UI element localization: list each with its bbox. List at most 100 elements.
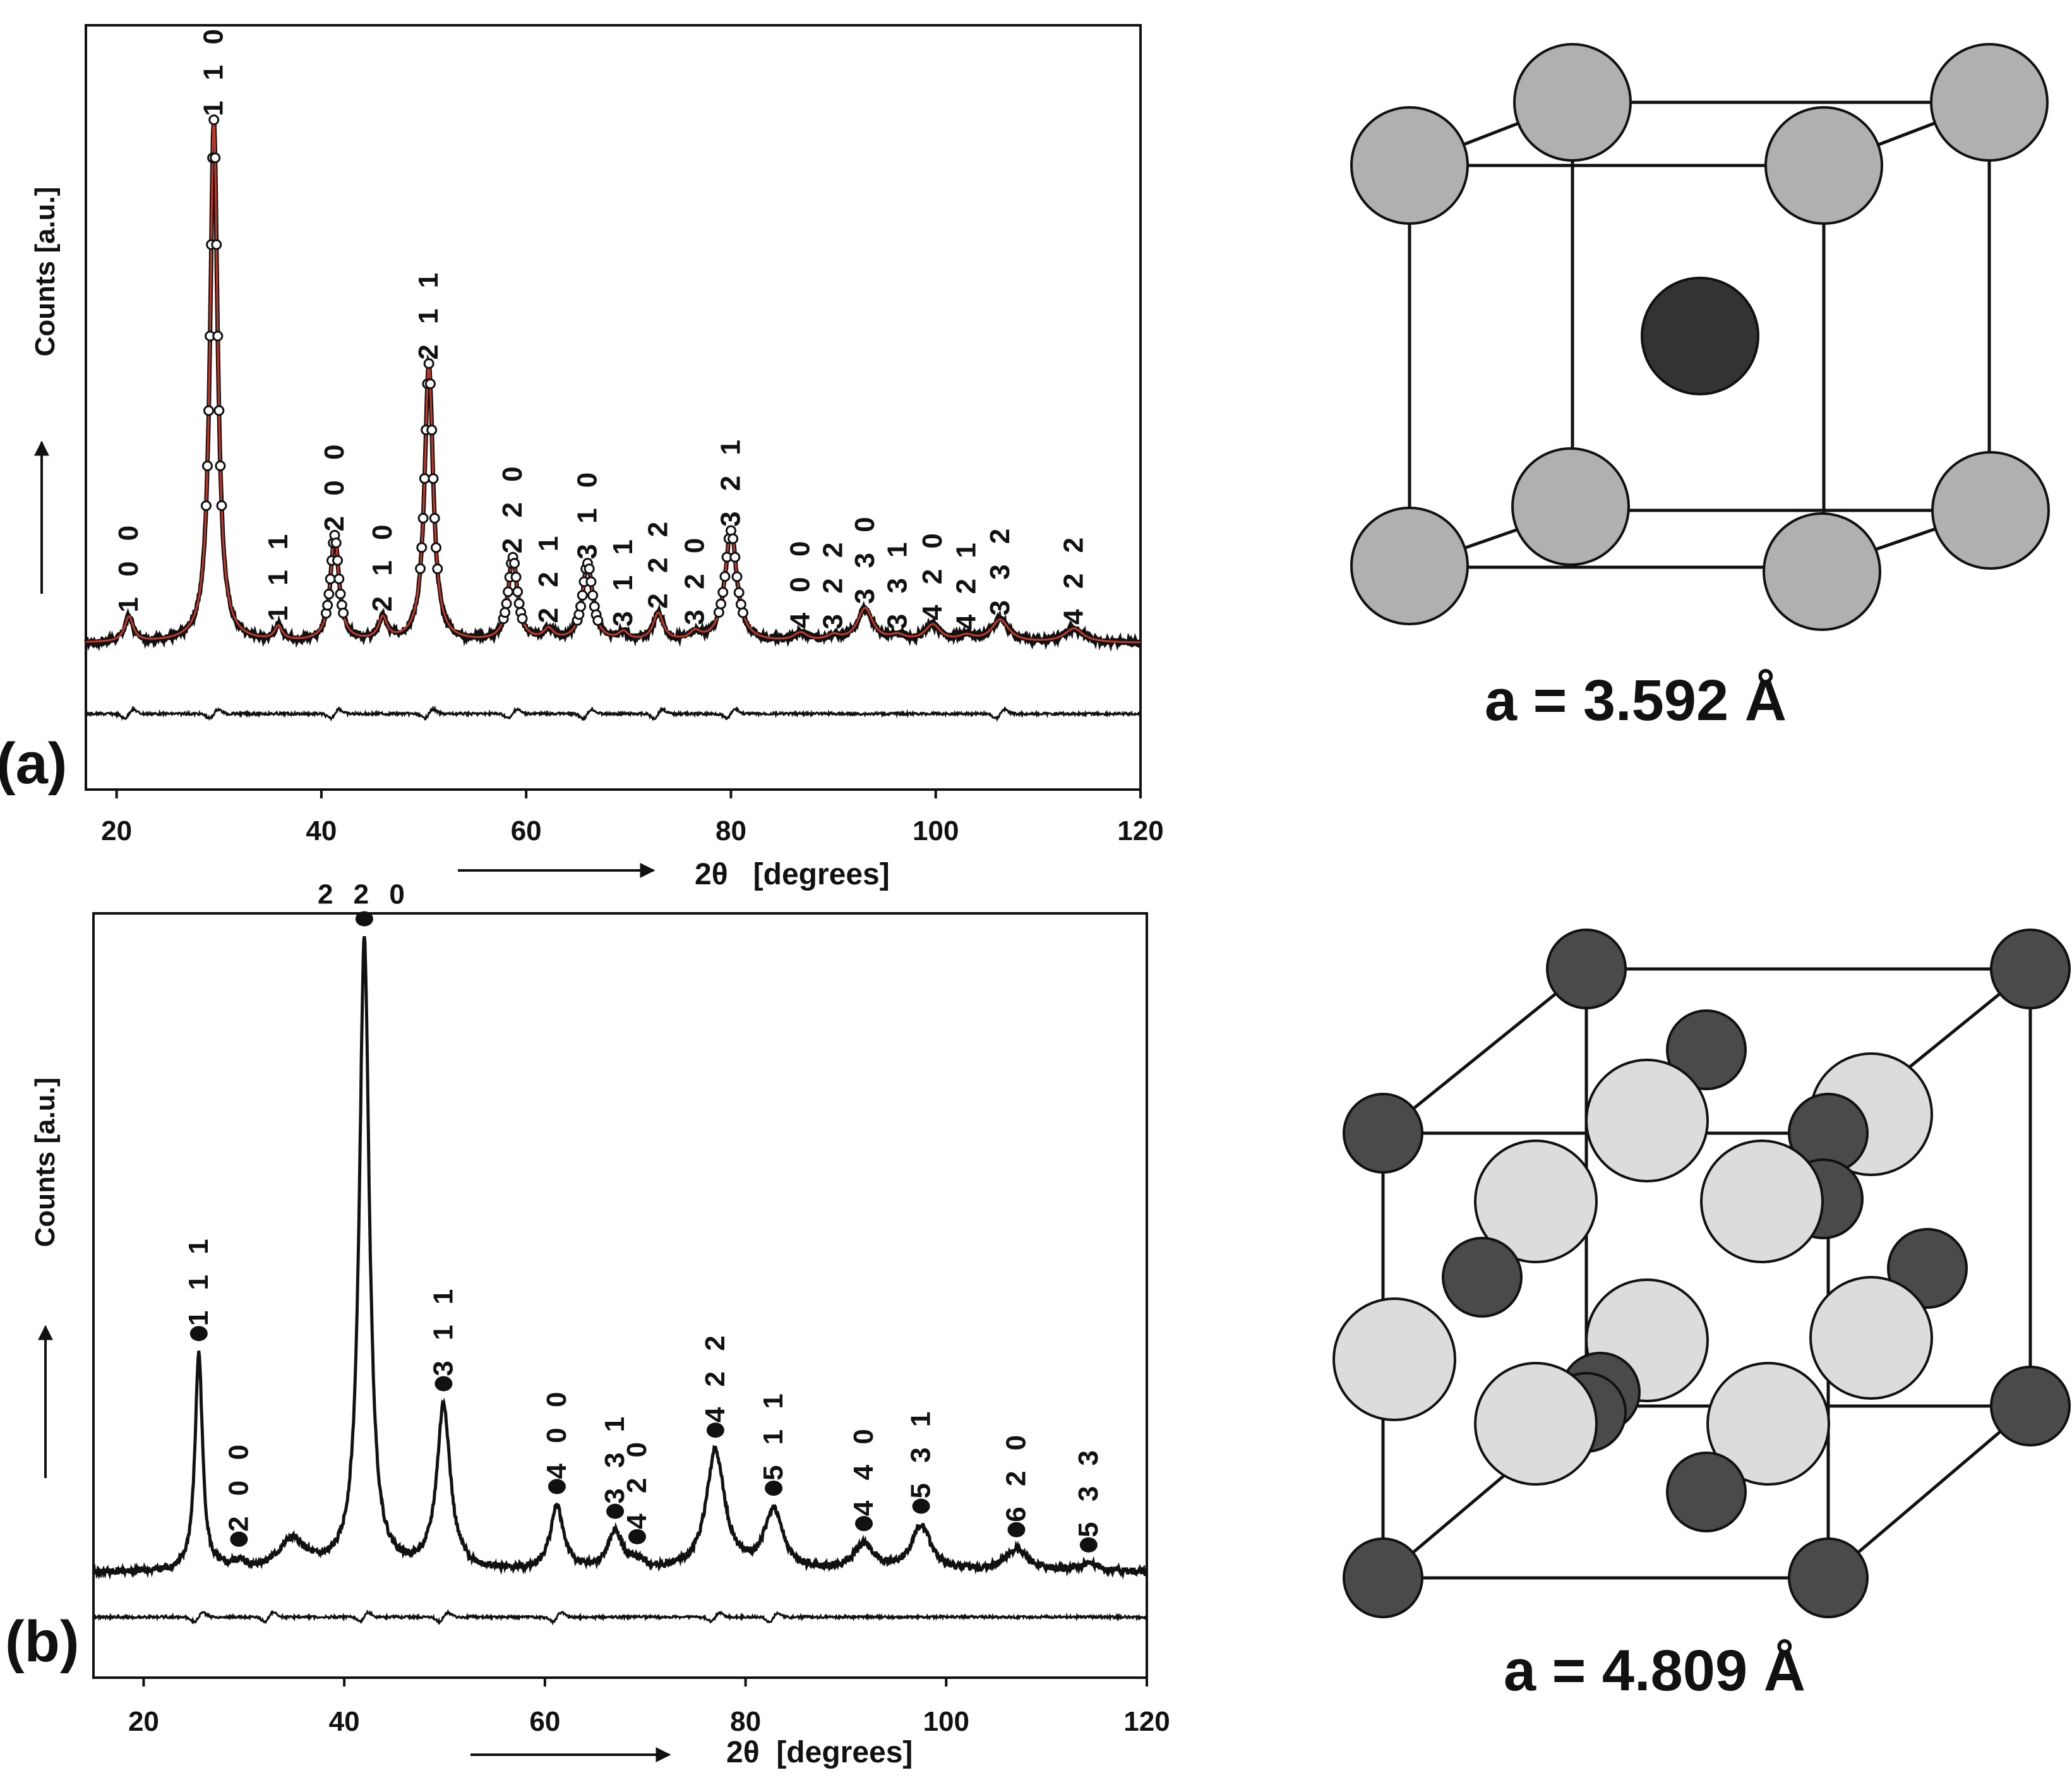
series-a	[84, 114, 1142, 723]
observed-point	[210, 152, 221, 164]
center-atom	[1641, 277, 1759, 395]
observed-point	[510, 572, 522, 583]
observed-point	[216, 500, 227, 512]
observed-point	[719, 571, 731, 582]
x-axis-label-b: 2θ [degrees]	[726, 1736, 913, 1769]
peak-label: 2 0 0	[223, 1438, 254, 1532]
observed-point	[731, 571, 743, 582]
peak-label: 3 1 1	[608, 533, 638, 627]
corner-atom	[1763, 512, 1881, 631]
peak-marker	[189, 1326, 208, 1342]
x-tick-label: 20	[128, 1706, 159, 1737]
observed-point	[333, 573, 345, 584]
observed-point	[432, 563, 443, 575]
corner-atom	[1350, 507, 1469, 625]
peak-label: 4 0 0	[785, 535, 816, 628]
peak-label: 1 0 0	[113, 519, 144, 613]
peak-marker	[230, 1531, 248, 1547]
observed-point	[419, 473, 430, 484]
observed-point	[201, 460, 213, 472]
x-tick-label: 60	[529, 1706, 560, 1737]
observed-point	[503, 586, 514, 598]
peak-marker	[1007, 1522, 1026, 1537]
peak-label: 3 3 1	[599, 1410, 630, 1504]
x-tick-label: 80	[730, 1706, 761, 1737]
observed-point	[585, 576, 597, 587]
observed-point	[592, 615, 604, 626]
large-atom	[1809, 1276, 1933, 1400]
large-atom	[1332, 1297, 1456, 1421]
peak-marker	[434, 1376, 453, 1392]
peak-label: 2 2 0	[497, 460, 528, 553]
observed-pattern	[92, 935, 1148, 1580]
corner-atom	[1511, 447, 1630, 566]
bcc-unit-cell: a = 3.592 Å	[1350, 43, 2050, 733]
plot-frame-a	[85, 24, 1142, 791]
small-atom	[1546, 929, 1627, 1009]
observed-point	[577, 589, 588, 601]
corner-atom	[1350, 106, 1469, 225]
peak-label: 1 1 0	[198, 23, 229, 116]
peak-labels-a: 1 0 0 1 1 0 1 1 1 2 0 0 2 1 0 2 1 1 2 2 02 2 1…	[113, 23, 1089, 630]
observed-point	[584, 563, 595, 575]
peak-marker	[606, 1503, 625, 1519]
peak-label: 3 2 0	[680, 532, 710, 625]
peak-label: 2 2 0	[318, 879, 411, 910]
large-atom	[1474, 1140, 1598, 1263]
peak-label: 2 0 0	[319, 438, 350, 532]
rocksalt-unit-cell: a = 4.809 Å	[1332, 929, 2071, 1703]
peak-label: 4 2 1	[950, 536, 981, 630]
large-atom	[1585, 1059, 1709, 1182]
observed-point	[517, 613, 528, 624]
peak-label: 4 2 2	[700, 1329, 731, 1422]
observed-point	[423, 358, 434, 370]
peak-label: 1 1 1	[183, 1232, 214, 1326]
observed-point	[728, 533, 739, 544]
observed-point	[335, 588, 346, 599]
peak-label: 4 2 0	[621, 1436, 652, 1529]
peak-label: 5 3 1	[906, 1405, 937, 1499]
peak-marker	[912, 1498, 930, 1514]
corner-atom	[1513, 43, 1632, 162]
observed-point	[513, 598, 525, 609]
observed-point	[713, 606, 724, 618]
series-b	[92, 935, 1148, 1626]
x-tick-label: 120	[1117, 815, 1163, 846]
peak-label: 2 1 0	[367, 518, 398, 611]
xrd-chart-b: 20 40 60 80 100 120 1 1 1 2 0 0 2 2 0 3 1 1 4 0 0…	[5, 879, 1170, 1769]
small-atom	[1343, 1537, 1423, 1618]
observed-point	[733, 587, 745, 598]
small-atom	[1442, 1237, 1523, 1318]
observed-point	[213, 405, 225, 416]
observed-point	[332, 555, 344, 566]
corner-atom	[1764, 106, 1883, 225]
observed-point	[509, 558, 520, 569]
peak-label: 1 1 1	[263, 528, 294, 622]
peak-label: 3 1 0	[572, 466, 602, 560]
corner-atom	[1930, 43, 2049, 162]
peak-label: 4 2 2	[1058, 531, 1089, 625]
small-atom	[1666, 1009, 1747, 1090]
peak-marker	[765, 1481, 783, 1496]
observed-point	[429, 513, 440, 524]
peak-label: 3 3 2	[985, 522, 1015, 616]
observed-point	[417, 512, 429, 524]
peak-label: 5 3 3	[1073, 1444, 1104, 1537]
panel-label-a: (a)	[0, 731, 67, 796]
observed-point	[330, 538, 342, 549]
large-atom	[1700, 1140, 1824, 1263]
observed-point	[717, 587, 729, 598]
observed-point	[338, 608, 349, 619]
peak-label: 2 2 1	[533, 530, 564, 623]
small-atom	[1887, 1228, 1968, 1309]
observed-point	[428, 473, 439, 484]
observed-point	[738, 607, 749, 618]
observed-point	[208, 114, 220, 126]
peak-label: 2 1 1	[413, 267, 444, 360]
peak-label: 2 2 2	[642, 515, 673, 609]
peak-label: 3 3 0	[849, 510, 880, 604]
peak-label: 3 1 1	[428, 1283, 458, 1376]
observed-point	[211, 239, 222, 250]
lattice-parameter-a: a = 3.592 Å	[1485, 668, 1787, 733]
corner-atoms-a	[1350, 43, 2050, 631]
